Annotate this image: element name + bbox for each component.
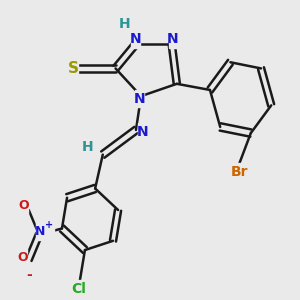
Text: -: - — [26, 268, 32, 282]
Text: N: N — [35, 225, 45, 238]
Text: N: N — [130, 32, 141, 46]
Text: O: O — [17, 251, 28, 264]
Bar — [45, 217, 54, 234]
Bar — [24, 266, 33, 283]
Text: Br: Br — [231, 164, 248, 178]
Text: O: O — [18, 199, 29, 212]
Bar — [69, 60, 78, 77]
Bar — [169, 31, 177, 48]
Text: +: + — [45, 220, 53, 230]
Text: Cl: Cl — [71, 281, 86, 296]
Bar — [19, 197, 28, 214]
Text: S: S — [68, 61, 79, 76]
Text: N: N — [136, 124, 148, 139]
Bar — [18, 249, 27, 266]
Bar — [135, 90, 144, 107]
Bar — [36, 223, 45, 240]
Bar — [71, 280, 86, 297]
Bar — [232, 163, 247, 180]
Text: N: N — [167, 32, 179, 46]
Text: H: H — [119, 17, 130, 31]
Text: H: H — [82, 140, 93, 154]
Bar — [83, 139, 92, 155]
Bar — [138, 123, 147, 140]
Bar — [131, 31, 140, 48]
Bar — [120, 15, 129, 32]
Text: N: N — [134, 92, 146, 106]
